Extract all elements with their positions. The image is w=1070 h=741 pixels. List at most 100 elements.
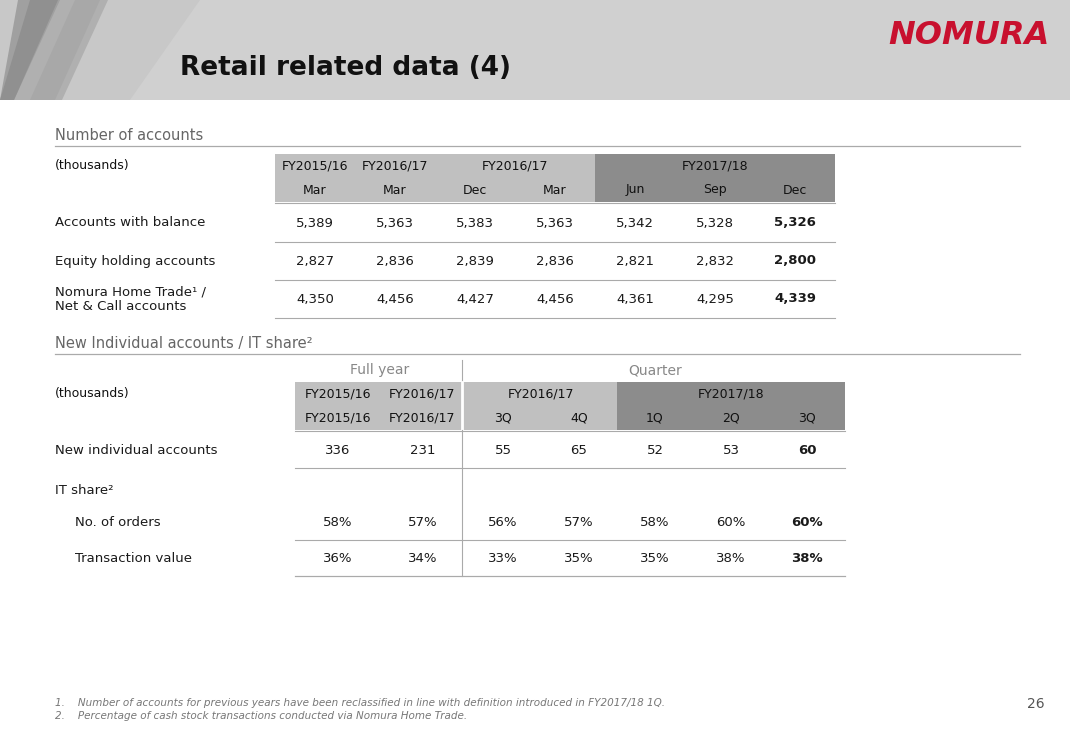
Text: IT share²: IT share²: [55, 483, 113, 496]
Text: 35%: 35%: [640, 551, 670, 565]
Text: 5,383: 5,383: [456, 216, 494, 230]
Text: 4,361: 4,361: [616, 293, 654, 305]
Text: 26: 26: [1027, 697, 1045, 711]
Text: 5,389: 5,389: [296, 216, 334, 230]
Text: 4,427: 4,427: [456, 293, 494, 305]
Bar: [693, 406, 769, 430]
Text: Mar: Mar: [383, 184, 407, 196]
Text: Nomura Home Trade¹ /: Nomura Home Trade¹ /: [55, 285, 207, 299]
Text: 2,839: 2,839: [456, 254, 494, 268]
Text: 36%: 36%: [323, 551, 352, 565]
Polygon shape: [0, 0, 68, 100]
Text: Net & Call accounts: Net & Call accounts: [55, 299, 186, 313]
Text: FY2017/18: FY2017/18: [698, 388, 764, 400]
Text: 57%: 57%: [408, 516, 438, 528]
Text: 4,295: 4,295: [697, 293, 734, 305]
Text: 3Q: 3Q: [798, 411, 816, 425]
Text: Number of accounts: Number of accounts: [55, 128, 203, 143]
Text: 5,363: 5,363: [536, 216, 574, 230]
Text: 3Q: 3Q: [494, 411, 511, 425]
Text: 231: 231: [410, 444, 435, 456]
Bar: [465, 382, 617, 406]
Bar: [380, 406, 465, 430]
Text: Equity holding accounts: Equity holding accounts: [55, 254, 215, 268]
Text: Sep: Sep: [703, 184, 727, 196]
Text: 34%: 34%: [408, 551, 438, 565]
Text: 52: 52: [646, 444, 663, 456]
Text: 33%: 33%: [488, 551, 518, 565]
Bar: [435, 154, 595, 178]
Text: 4,350: 4,350: [296, 293, 334, 305]
Bar: [617, 406, 693, 430]
Polygon shape: [0, 0, 200, 100]
Text: FY2016/17: FY2016/17: [389, 411, 456, 425]
Text: 38%: 38%: [716, 551, 746, 565]
Text: 2,827: 2,827: [296, 254, 334, 268]
Text: 2,836: 2,836: [536, 254, 574, 268]
Bar: [355, 178, 435, 202]
Text: Dec: Dec: [783, 184, 807, 196]
Polygon shape: [0, 0, 58, 100]
Bar: [769, 406, 845, 430]
Text: 60%: 60%: [716, 516, 746, 528]
Text: (thousands): (thousands): [55, 388, 129, 400]
Text: 5,328: 5,328: [696, 216, 734, 230]
Text: 60: 60: [798, 444, 816, 456]
Text: 56%: 56%: [488, 516, 518, 528]
Polygon shape: [14, 0, 108, 100]
Text: 5,342: 5,342: [616, 216, 654, 230]
Bar: [295, 382, 380, 406]
Bar: [355, 154, 435, 178]
Bar: [275, 178, 355, 202]
Bar: [295, 406, 380, 430]
Bar: [595, 178, 675, 202]
Bar: [0, 0, 1070, 100]
Text: 60%: 60%: [791, 516, 823, 528]
Text: 2,800: 2,800: [774, 254, 816, 268]
Text: 2.    Percentage of cash stock transactions conducted via Nomura Home Trade.: 2. Percentage of cash stock transactions…: [55, 711, 468, 721]
Text: 58%: 58%: [323, 516, 352, 528]
Text: FY2015/16: FY2015/16: [304, 411, 370, 425]
Text: 4,456: 4,456: [377, 293, 414, 305]
Text: 57%: 57%: [564, 516, 594, 528]
Text: 1Q: 1Q: [646, 411, 663, 425]
Text: Jun: Jun: [625, 184, 645, 196]
Text: 5,363: 5,363: [376, 216, 414, 230]
Text: 4,456: 4,456: [536, 293, 574, 305]
Bar: [275, 154, 355, 178]
Text: FY2016/17: FY2016/17: [508, 388, 575, 400]
Text: 2,821: 2,821: [616, 254, 654, 268]
Text: Mar: Mar: [544, 184, 567, 196]
Text: 53: 53: [722, 444, 739, 456]
Text: 65: 65: [570, 444, 587, 456]
Text: (thousands): (thousands): [55, 159, 129, 173]
Bar: [465, 406, 541, 430]
Text: Mar: Mar: [303, 184, 326, 196]
Text: 336: 336: [325, 444, 350, 456]
Text: Retail related data (4): Retail related data (4): [180, 55, 511, 81]
Text: FY2016/17: FY2016/17: [389, 388, 456, 400]
Text: FY2015/16: FY2015/16: [304, 388, 370, 400]
Text: No. of orders: No. of orders: [75, 516, 160, 528]
Text: 2,832: 2,832: [696, 254, 734, 268]
Text: FY2017/18: FY2017/18: [682, 159, 748, 173]
Bar: [755, 178, 835, 202]
Text: FY2016/17: FY2016/17: [362, 159, 428, 173]
Text: FY2015/16: FY2015/16: [281, 159, 348, 173]
Text: 4Q: 4Q: [570, 411, 587, 425]
Text: Quarter: Quarter: [628, 363, 682, 377]
Bar: [515, 178, 595, 202]
Bar: [435, 178, 515, 202]
Text: 38%: 38%: [791, 551, 823, 565]
Text: New individual accounts: New individual accounts: [55, 444, 217, 456]
Bar: [675, 178, 755, 202]
Text: NOMURA: NOMURA: [889, 19, 1050, 50]
Text: New Individual accounts / IT share²: New Individual accounts / IT share²: [55, 336, 312, 351]
Text: Accounts with balance: Accounts with balance: [55, 216, 205, 230]
Text: Full year: Full year: [350, 363, 410, 377]
Text: 58%: 58%: [640, 516, 670, 528]
Bar: [380, 382, 465, 406]
Text: 4,339: 4,339: [774, 293, 816, 305]
Bar: [595, 154, 835, 178]
Text: FY2016/17: FY2016/17: [482, 159, 548, 173]
